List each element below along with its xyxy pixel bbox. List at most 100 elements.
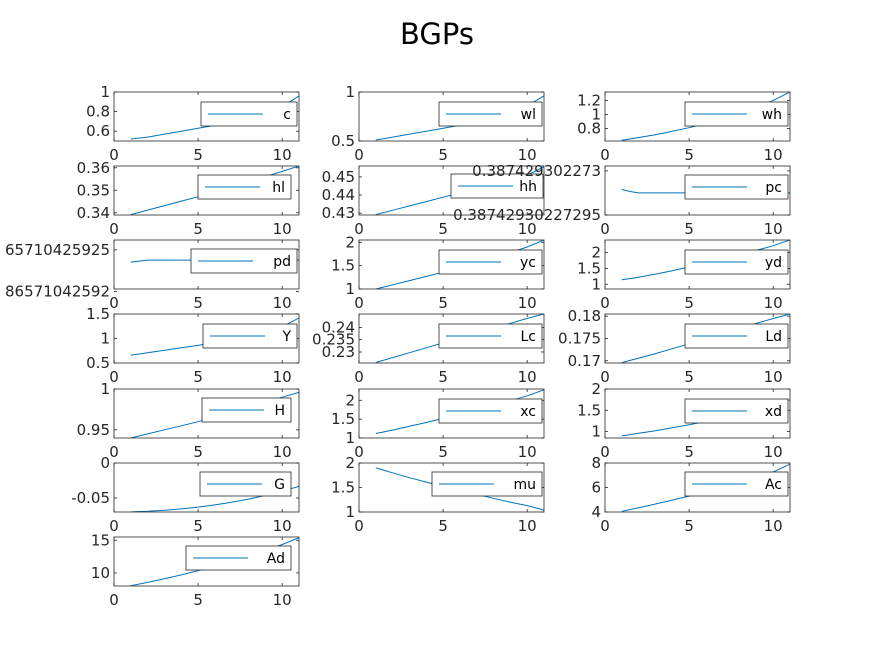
x-tick-label: 10 <box>764 294 783 312</box>
y-tick-label: 1.5 <box>331 410 355 428</box>
axes-box-wl <box>358 91 545 142</box>
y-tick-label: 0.5 <box>86 354 110 372</box>
legend-label: hh <box>519 179 537 195</box>
subplot-h: 0 5 10 0.95 1 H <box>77 380 300 461</box>
y-tick-label: 0.23 <box>322 343 355 361</box>
x-tick-label: 0 <box>354 294 364 312</box>
axes-box-pd <box>113 239 300 290</box>
subplot-ad: 0 5 10 10 15 Ad <box>91 531 300 609</box>
y-tick-label: 1.5 <box>331 479 355 497</box>
x-tick-label: 5 <box>193 443 203 461</box>
x-tick-label: 5 <box>193 220 203 238</box>
y-tick-label: 0.387429302273 <box>472 162 601 180</box>
x-tick-label: 10 <box>518 220 537 238</box>
y-tick-label: 1 <box>591 423 601 441</box>
x-tick-label: 0 <box>600 220 610 238</box>
legend-label: Ld <box>765 329 782 345</box>
x-tick-label: 0 <box>109 220 119 238</box>
x-tick-label: 0 <box>109 517 119 535</box>
y-tick-label: 0.8 <box>86 103 110 121</box>
legend-label: Lc <box>521 329 537 345</box>
x-tick-label: 5 <box>438 368 448 386</box>
y-tick-label: 1 <box>100 380 110 398</box>
x-tick-label: 0 <box>354 220 364 238</box>
x-tick-label: 5 <box>438 443 448 461</box>
axes-box-hh <box>358 165 545 216</box>
legend-label: pc <box>765 180 782 196</box>
legend-label: Ac <box>765 477 782 493</box>
legend-yd: yd <box>684 249 789 275</box>
axes-box-yc <box>358 239 545 290</box>
y-tick-label: 1.5 <box>86 305 110 323</box>
legend-label: hl <box>272 180 285 196</box>
legend-label: xc <box>520 404 536 420</box>
legend-xd: xd <box>684 398 789 424</box>
x-tick-label: 5 <box>684 220 694 238</box>
x-tick-label: 10 <box>273 443 292 461</box>
y-tick-label: 10 <box>91 564 110 582</box>
x-tick-label: 10 <box>764 443 783 461</box>
subplot-hh: 0 5 10 0.430.440.45 hh <box>322 165 545 238</box>
x-tick-label: 5 <box>193 591 203 609</box>
axes-box-pc <box>604 165 791 216</box>
legend-label: c <box>283 107 291 123</box>
legend-label: mu <box>513 477 536 493</box>
x-tick-label: 0 <box>600 517 610 535</box>
legend-h: H <box>201 397 292 423</box>
y-tick-label: 4 <box>591 503 601 521</box>
y-tick-label: 1 <box>345 503 355 521</box>
y-tick-label: 1 <box>591 105 601 123</box>
y-tick-label: 8 <box>591 454 601 472</box>
x-tick-label: 0 <box>354 368 364 386</box>
legend-ld: Ld <box>684 323 789 349</box>
legend-y: Y <box>202 323 298 349</box>
x-tick-label: 5 <box>193 517 203 535</box>
x-tick-label: 10 <box>764 146 783 164</box>
x-tick-label: 0 <box>354 443 364 461</box>
axes-box-xc <box>358 388 545 439</box>
x-tick-label: 0 <box>600 443 610 461</box>
y-tick-label: 1 <box>345 280 355 298</box>
y-tick-label: 1 <box>345 83 355 101</box>
x-tick-label: 0 <box>354 146 364 164</box>
x-tick-label: 10 <box>518 146 537 164</box>
subplot-xc: 0 5 10 11.52 xc <box>331 388 545 461</box>
y-tick-label: 1 <box>100 330 110 348</box>
x-tick-label: 5 <box>193 368 203 386</box>
x-tick-label: 10 <box>518 294 537 312</box>
legend-label: pd <box>273 254 291 270</box>
figure-title: BGPs <box>400 17 474 51</box>
x-tick-label: 10 <box>764 368 783 386</box>
y-tick-label: 0.6 <box>86 122 110 140</box>
legend-label: wh <box>762 107 782 123</box>
y-tick-label: 0.38742930227295 <box>453 206 601 224</box>
x-tick-label: 5 <box>684 146 694 164</box>
y-tick-label: 1.5 <box>331 257 355 275</box>
x-tick-label: 5 <box>684 368 694 386</box>
subplot-y: 0 5 10 0.5 1 1.5 Y <box>86 305 300 386</box>
y-tick-label: 15 <box>91 531 110 549</box>
legend-g: G <box>199 471 292 497</box>
y-tick-label: 1 <box>345 429 355 447</box>
axes-box-g <box>113 462 300 513</box>
axes-box-c <box>113 91 300 142</box>
x-tick-label: 5 <box>438 294 448 312</box>
legend-label: G <box>274 477 285 493</box>
x-tick-label: 0 <box>109 443 119 461</box>
legend-c: c <box>200 101 298 127</box>
y-tick-label: -0.05 <box>71 489 110 507</box>
y-tick-label: 2 <box>591 380 601 398</box>
y-tick-label: 0.35 <box>77 181 110 199</box>
y-tick-label: 0.175 <box>558 330 601 348</box>
x-tick-label: 5 <box>684 294 694 312</box>
x-tick-label: 5 <box>438 146 448 164</box>
subplot-wh: 0 5 10 0.811.2 wh <box>577 91 791 164</box>
y-tick-label: 0.36 <box>77 159 110 177</box>
y-tick-label: 1 <box>100 83 110 101</box>
y-tick-label: 1.5 <box>577 259 601 277</box>
legend-ac: Ac <box>684 471 789 497</box>
legend-lc: Lc <box>438 323 543 349</box>
y-tick-label: 2 <box>591 244 601 262</box>
x-tick-label: 10 <box>518 517 537 535</box>
